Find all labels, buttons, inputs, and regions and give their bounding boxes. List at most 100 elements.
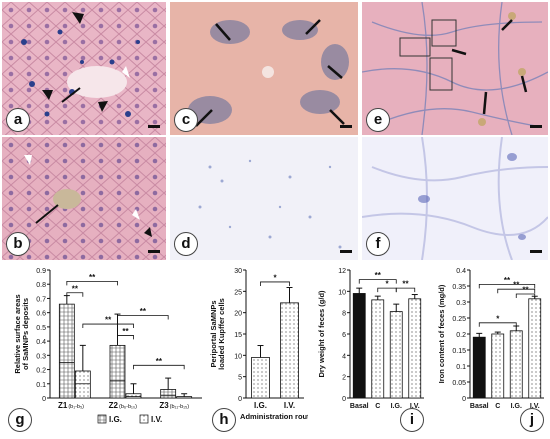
- chart-g-sig-3-bracket: [117, 335, 134, 340]
- chart-h-x-axis-label: Administration routes: [240, 412, 308, 421]
- chart-i: 0 2 4 6 8 10 12 Dry weight of feces (g/d) Basal C…: [310, 262, 428, 437]
- chart-h-ytick-label: 5: [238, 375, 242, 382]
- chart-g-ytick-label: 0.8: [36, 282, 46, 289]
- chart-i-svg: 0 2 4 6 8 10 12 Dry weight of feces (g/d) Basal C…: [317, 268, 424, 410]
- chart-g-sig-0-bracket: [66, 292, 84, 297]
- chart-i-bar: [371, 299, 385, 399]
- chart-g-sig-1-label: **: [89, 273, 96, 282]
- micrograph-c-image: [170, 2, 358, 135]
- chart-g-ytick-label: 0: [42, 396, 46, 403]
- micrograph-c: c: [170, 2, 358, 135]
- chart-g-sig-5-label: **: [156, 357, 163, 366]
- scale-bar-d: [340, 250, 352, 253]
- chart-i-y-axis-label: Dry weight of feces (g/d): [317, 290, 326, 378]
- chart-j-bar: [491, 333, 505, 399]
- chart-h-y-axis-label: Periportal SaMNPsloaded Kupffer cells: [209, 298, 226, 370]
- scale-bar-a: [148, 125, 160, 128]
- scale-bar-b: [148, 250, 160, 253]
- chart-g-bar: [109, 344, 126, 399]
- chart-g-legend-swatch-ig: [97, 414, 107, 424]
- chart-g-ytick-label: 0.5: [36, 325, 46, 332]
- chart-i-sig-0-label: **: [375, 271, 382, 280]
- chart-g-sig-3-label: **: [122, 327, 129, 336]
- chart-h-ytick-label: 0: [238, 396, 242, 403]
- chart-j-y-axis-label: Iron content of feces (mg/d): [437, 284, 446, 383]
- chart-g-category-label: Z1: [58, 401, 68, 410]
- chart-i-ytick-label: 0: [342, 396, 346, 403]
- chart-h-ytick-label: 25: [234, 289, 242, 296]
- micrograph-d: d: [170, 137, 358, 260]
- chart-h-bar: [280, 302, 299, 399]
- chart-h-ytick-label: 10: [234, 353, 242, 360]
- micrograph-e: e: [362, 2, 548, 135]
- chart-j-ytick-label: 0.25: [452, 316, 466, 323]
- chart-g-bar: [58, 303, 75, 399]
- chart-g-sig-5-bracket: [133, 364, 185, 370]
- chart-g-category-label: Z2: [109, 401, 119, 410]
- chart-j-sig-0-bracket: [478, 322, 517, 327]
- chart-i-ytick-label: 12: [338, 268, 346, 275]
- chart-h-ytick-label: 20: [234, 311, 242, 318]
- chart-g-sig-0-label: **: [72, 284, 79, 293]
- panel-label-a: a: [6, 108, 30, 132]
- chart-h-category-label: I.V.: [284, 401, 295, 410]
- chart-j-ytick-label: 0.1: [456, 364, 466, 371]
- chart-h-sig-0-bracket: [260, 281, 290, 286]
- chart-j-category-label: Basal: [470, 403, 489, 410]
- chart-g-sig-4-label: **: [140, 307, 147, 316]
- chart-i-bar: [408, 298, 422, 399]
- chart-j: 0 0.05 0.1 0.15 0.2 0.25 0.3 0.35 0.4 Iron conten…: [430, 262, 548, 437]
- chart-g-ytick-label: 0.4: [36, 339, 46, 346]
- chart-g-ytick-label: 0.3: [36, 353, 46, 360]
- chart-j-sig-1-bracket: [478, 284, 536, 289]
- micrograph-a-image: [2, 2, 166, 135]
- chart-g-ytick-label: 0.6: [36, 311, 46, 318]
- chart-j-sig-2-bracket: [497, 288, 536, 294]
- chart-i-ytick-label: 8: [342, 311, 346, 318]
- chart-j-sig-3-bracket: [515, 293, 536, 298]
- chart-h: 0 5 10 15 20 25 30 Periportal SaMNPsloaded Kupf…: [208, 262, 308, 437]
- chart-j-ytick-label: 0.3: [456, 300, 466, 307]
- chart-g-ytick-label: 0.9: [36, 268, 46, 275]
- panel-label-h: h: [212, 408, 236, 432]
- panel-label-f: f: [366, 232, 390, 256]
- chart-j-ytick-label: 0.15: [452, 348, 466, 355]
- micrograph-e-image: [362, 2, 548, 135]
- chart-h-bar: [251, 357, 270, 399]
- chart-j-ytick-label: 0: [462, 396, 466, 403]
- chart-j-ytick-label: 0.4: [456, 268, 466, 275]
- chart-i-bar: [389, 311, 403, 399]
- chart-j-bar: [509, 330, 523, 399]
- chart-j-svg: 0 0.05 0.1 0.15 0.2 0.25 0.3 0.35 0.4 Iron conten…: [437, 268, 544, 410]
- chart-i-category-label: I.G.: [391, 403, 402, 410]
- panel-label-g: g: [8, 408, 32, 432]
- chart-g-svg: 0 0.1 0.2 0.3 0.4 0.5 0.6 0.7 0.8 0.9 Relative sur…: [13, 268, 202, 424]
- chart-j-ytick-label: 0.2: [456, 332, 466, 339]
- chart-g-bar: [125, 393, 142, 399]
- chart-g-category-sub: (b₆-b₁₀): [119, 404, 137, 410]
- chart-j-ytick-label: 0.35: [452, 284, 466, 291]
- chart-g-bar: [160, 389, 177, 399]
- chart-i-ytick-label: 10: [338, 289, 346, 296]
- chart-g-sig-2-label: **: [105, 316, 112, 325]
- micrograph-f-image: [362, 137, 548, 260]
- chart-g-sig-2-bracket: [82, 323, 134, 329]
- chart-i-category-label: I.V.: [410, 403, 420, 410]
- chart-i-sig-2-label: **: [402, 280, 409, 289]
- scale-bar-e: [530, 125, 542, 128]
- chart-g-sig-1-bracket: [66, 280, 118, 286]
- chart-h-category-label: I.G.: [254, 401, 267, 410]
- chart-j-ytick-label: 0.05: [452, 380, 466, 387]
- chart-g-y-axis-label: Relative surface areasof SaMNPs deposits: [13, 294, 30, 373]
- panel-label-d: d: [174, 232, 198, 256]
- chart-j-category-label: I.V.: [530, 403, 540, 410]
- chart-g-legend-swatch-iv: [139, 414, 149, 424]
- chart-h-ytick-label: 30: [234, 268, 242, 275]
- chart-i-sig-1-bracket: [377, 287, 397, 293]
- chart-j-category-label: I.G.: [511, 403, 522, 410]
- chart-h-sig-0-label: *: [273, 273, 277, 282]
- panel-label-i: i: [400, 408, 424, 432]
- chart-g-bar: [74, 370, 91, 399]
- chart-i-category-label: C: [375, 403, 380, 410]
- chart-g-legend-label-ig: I.G.: [109, 415, 122, 424]
